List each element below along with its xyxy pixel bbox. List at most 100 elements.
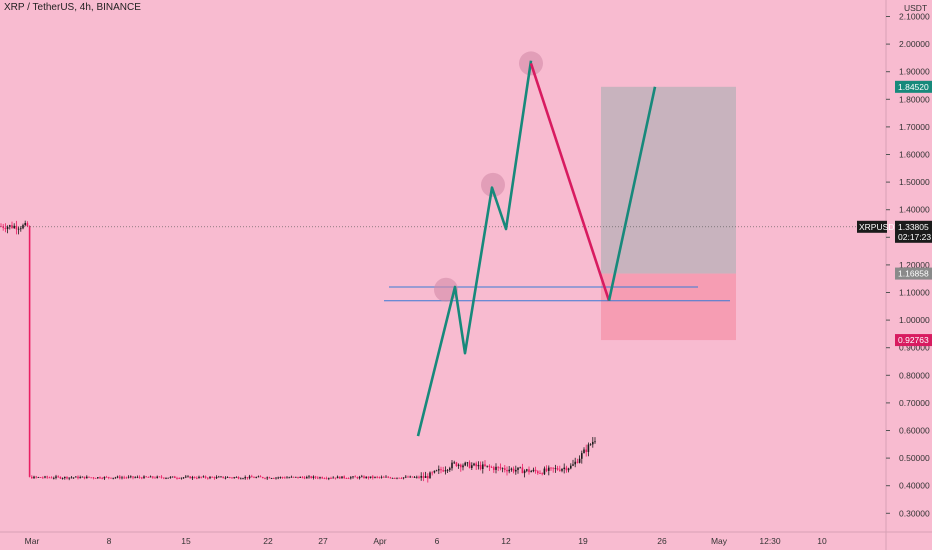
- y-tick-label: 2.00000: [899, 39, 930, 49]
- candle-body: [42, 477, 44, 479]
- candle-body: [336, 476, 339, 479]
- symbol-tag-label: XRPUSDT: [859, 222, 900, 232]
- candle-body: [592, 441, 594, 445]
- x-tick-label: 26: [657, 536, 667, 546]
- candle-body: [499, 467, 502, 469]
- candle-body: [90, 477, 92, 479]
- price-tag-teal: [895, 80, 932, 93]
- candle-body: [235, 477, 238, 478]
- candle-body: [174, 476, 176, 479]
- candle-body: [204, 476, 207, 478]
- candle-body: [411, 476, 414, 478]
- candle-body: [180, 477, 183, 479]
- candle-body: [240, 478, 242, 480]
- candle-body: [130, 476, 132, 478]
- trend-line-up[interactable]: [416, 60, 533, 437]
- candle-body: [255, 477, 257, 478]
- symbol-tag: [857, 220, 887, 233]
- candle-body: [48, 477, 51, 479]
- candle-body: [407, 476, 409, 478]
- x-tick-label: 10: [817, 536, 827, 546]
- candle-body: [259, 476, 262, 478]
- position-stop-zone[interactable]: [601, 273, 736, 341]
- highlight-circle[interactable]: [481, 172, 505, 197]
- candle-body: [325, 478, 328, 480]
- candle-body: [587, 444, 590, 452]
- candle-body: [365, 476, 367, 479]
- candle-body: [330, 477, 332, 479]
- y-tick-label: 1.80000: [899, 94, 930, 104]
- candle-body: [563, 467, 565, 469]
- candle-body: [317, 477, 319, 479]
- candle-body: [416, 476, 418, 478]
- candle-body: [389, 477, 392, 479]
- y-tick-label: 0.30000: [899, 508, 930, 518]
- price-tag-label: 1.33805: [898, 222, 929, 232]
- candle-body: [145, 476, 147, 478]
- candle-body: [17, 228, 20, 230]
- candle-body: [405, 476, 407, 478]
- candle-body: [136, 476, 139, 478]
- candle-body: [554, 468, 557, 470]
- candle-body: [548, 467, 550, 471]
- candle-body: [424, 476, 427, 478]
- candle-body: [455, 462, 458, 467]
- candle-body: [297, 476, 299, 478]
- candle-body: [323, 478, 326, 480]
- price-tag-grey: [895, 267, 932, 280]
- candle-body: [354, 476, 356, 478]
- candle-body: [350, 477, 352, 479]
- candle-body: [442, 470, 444, 472]
- candle-body: [310, 476, 312, 478]
- candle-body: [213, 477, 216, 479]
- candle-body: [468, 462, 471, 468]
- trend-line-down[interactable]: [529, 63, 611, 302]
- candle-body: [528, 469, 530, 473]
- candle-body: [211, 476, 213, 478]
- candle-body: [565, 467, 568, 471]
- chart-title: XRP / TetherUS, 4h, BINANCE: [4, 2, 141, 13]
- candle-body: [334, 477, 337, 479]
- candle-body: [20, 228, 22, 230]
- candle-body: [345, 478, 348, 479]
- candle-body: [275, 477, 277, 479]
- candle-body: [363, 476, 365, 479]
- candle-body: [402, 477, 405, 479]
- x-tick-label: 19: [578, 536, 588, 546]
- candle-body: [303, 477, 306, 479]
- y-tick-label: 2.10000: [899, 12, 930, 22]
- candle-body: [110, 477, 112, 479]
- candle-body: [244, 477, 246, 479]
- candle-body: [594, 441, 596, 443]
- y-tick-label: 0.90000: [899, 343, 930, 353]
- candle-body: [383, 476, 385, 478]
- candle-body: [264, 477, 266, 479]
- candle-body: [559, 469, 561, 471]
- y-tick-label: 0.70000: [899, 398, 930, 408]
- candle-body: [165, 477, 167, 479]
- candle-body: [273, 478, 275, 479]
- candle-body: [224, 477, 227, 479]
- candle-body: [306, 476, 308, 479]
- candle-body: [589, 444, 592, 446]
- candle-body: [237, 477, 240, 479]
- candle-body: [105, 476, 108, 478]
- price-tag-label: 1.16858: [898, 269, 929, 279]
- candle-body: [532, 469, 535, 472]
- candle-body: [581, 453, 583, 459]
- candle-body: [44, 476, 46, 478]
- candle-body: [552, 467, 554, 469]
- candle-body: [119, 476, 121, 479]
- candle-body: [251, 476, 253, 478]
- candle-body: [99, 477, 101, 479]
- candle-body: [561, 468, 563, 471]
- position-target-zone[interactable]: [601, 86, 736, 274]
- candle-body: [440, 469, 442, 471]
- candle-body: [77, 476, 79, 479]
- candle-body: [86, 476, 88, 479]
- candle-body: [550, 467, 552, 469]
- trend-line-target[interactable]: [607, 86, 657, 302]
- candle-body: [475, 463, 477, 467]
- y-tick-label: 0.60000: [899, 426, 930, 436]
